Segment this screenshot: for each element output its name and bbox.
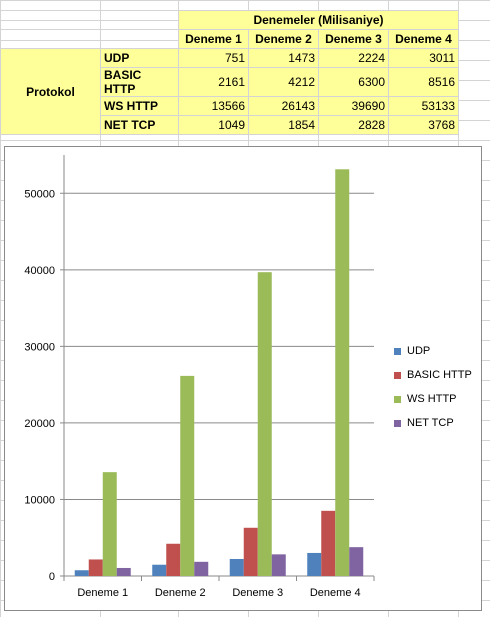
- legend-swatch: [394, 371, 401, 379]
- value-cell[interactable]: 6300: [318, 67, 389, 97]
- bar: [116, 567, 131, 576]
- y-tick-label: 0: [49, 571, 55, 583]
- x-tick-label: Deneme 3: [232, 587, 283, 599]
- value-cell[interactable]: 26143: [248, 96, 319, 116]
- y-tick-label: 40000: [24, 265, 55, 277]
- legend-item: UDP: [394, 339, 472, 363]
- bar: [335, 169, 350, 577]
- legend-label: BASIC HTTP: [407, 369, 472, 381]
- group-header-cell[interactable]: Denemeler (Milisaniye): [178, 10, 459, 30]
- legend-label: NET TCP: [407, 417, 454, 429]
- value-cell[interactable]: 3768: [388, 115, 459, 135]
- bar: [257, 272, 272, 576]
- bar: [271, 554, 286, 576]
- row-label-cell[interactable]: WS HTTP: [100, 96, 179, 116]
- value-cell[interactable]: 39690: [318, 96, 389, 116]
- bar: [307, 552, 322, 576]
- value-cell[interactable]: 3011: [388, 48, 459, 68]
- value-cell[interactable]: 2161: [178, 67, 249, 97]
- row-label-cell[interactable]: NET TCP: [100, 115, 179, 135]
- column-header-cell[interactable]: Deneme 2: [248, 29, 319, 49]
- legend-label: WS HTTP: [407, 393, 457, 405]
- cell-empty[interactable]: [0, 29, 101, 49]
- x-tick-label: Deneme 4: [310, 587, 361, 599]
- bar-chart: 0 10000 20000 30000 40000 50000 Deneme 1 Deneme…: [24, 155, 375, 599]
- row-header-cell[interactable]: Protokol: [0, 48, 101, 135]
- legend-label: UDP: [407, 345, 431, 357]
- column-header-cell[interactable]: Deneme 1: [178, 29, 249, 49]
- bar: [180, 375, 195, 576]
- value-cell[interactable]: 1049: [178, 115, 249, 135]
- value-cell[interactable]: 2828: [318, 115, 389, 135]
- bar: [349, 547, 364, 576]
- chart-legend[interactable]: UDP BASIC HTTP WS HTTP NET TCP: [394, 339, 472, 435]
- cell-empty[interactable]: [100, 10, 179, 30]
- value-cell[interactable]: 1854: [248, 115, 319, 135]
- value-cell[interactable]: 2224: [318, 48, 389, 68]
- legend-swatch: [394, 419, 401, 427]
- y-tick-label: 20000: [24, 418, 55, 430]
- bar: [102, 472, 117, 576]
- legend-item: BASIC HTTP: [394, 363, 472, 387]
- bar: [229, 558, 244, 576]
- value-cell[interactable]: 8516: [388, 67, 459, 97]
- bar: [152, 564, 167, 576]
- bar: [74, 570, 89, 576]
- row-label-cell[interactable]: UDP: [100, 48, 179, 68]
- bar: [166, 543, 181, 576]
- y-tick-label: 50000: [24, 188, 55, 200]
- x-tick-label: Deneme 1: [77, 587, 128, 599]
- column-header-cell[interactable]: Deneme 3: [318, 29, 389, 49]
- legend-swatch: [394, 347, 401, 355]
- bar: [88, 559, 103, 576]
- data-table: Denemeler (Milisaniye) Deneme 1 Deneme 2…: [0, 10, 459, 135]
- legend-swatch: [394, 395, 401, 403]
- y-tick-label: 10000: [24, 494, 55, 506]
- cell-empty[interactable]: [0, 10, 101, 30]
- value-cell[interactable]: 751: [178, 48, 249, 68]
- value-cell[interactable]: 1473: [248, 48, 319, 68]
- chart-object[interactable]: 0 10000 20000 30000 40000 50000 Deneme 1 Deneme…: [4, 146, 482, 611]
- y-tick-label: 30000: [24, 341, 55, 353]
- legend-item: NET TCP: [394, 411, 472, 435]
- value-cell[interactable]: 4212: [248, 67, 319, 97]
- column-header-cell[interactable]: Deneme 4: [388, 29, 459, 49]
- row-label-cell[interactable]: BASIC HTTP: [100, 67, 179, 97]
- bar: [321, 510, 336, 576]
- bar: [243, 527, 258, 576]
- cell-empty[interactable]: [100, 29, 179, 49]
- value-cell[interactable]: 53133: [388, 96, 459, 116]
- value-cell[interactable]: 13566: [178, 96, 249, 116]
- x-tick-label: Deneme 2: [155, 587, 206, 599]
- bar: [194, 561, 209, 576]
- legend-item: WS HTTP: [394, 387, 472, 411]
